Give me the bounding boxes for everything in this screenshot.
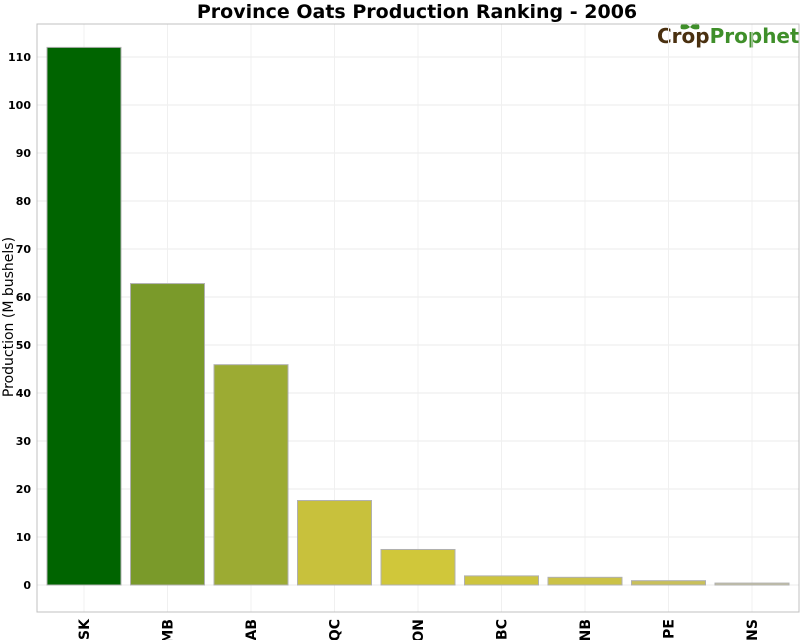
logo-sprout-icon	[680, 23, 700, 30]
bar-sk	[46, 46, 122, 586]
bar-qc	[297, 500, 372, 586]
bar-bc	[464, 575, 539, 586]
bar-nb	[547, 576, 623, 586]
y-tick-label: 100	[8, 99, 31, 112]
y-tick-label: 50	[16, 339, 32, 352]
x-tick-label-nb: NB	[578, 619, 594, 640]
y-tick-label: 110	[8, 51, 31, 64]
x-tick-label-ns: NS	[745, 619, 761, 640]
x-tick-label-pe: PE	[662, 619, 678, 639]
x-tick-label-sk: SK	[77, 618, 93, 640]
y-tick-label: 80	[16, 195, 32, 208]
y-tick-label: 90	[16, 147, 32, 160]
y-tick-label: 70	[16, 243, 32, 256]
y-axis-ticks: 0 10 20 30 40 50 60 70 80 90 100 110	[8, 51, 31, 592]
bar-pe	[631, 580, 706, 586]
bar-on	[380, 548, 456, 586]
x-tick-label-mb: MB	[161, 619, 177, 640]
x-tick-label-ab: AB	[244, 619, 260, 640]
y-axis-label: Production (M bushels)	[1, 237, 17, 397]
y-tick-label: 30	[16, 435, 32, 448]
y-tick-label: 60	[16, 291, 32, 304]
x-tick-label-qc: QC	[328, 619, 344, 640]
bars	[46, 46, 790, 586]
y-tick-label: 10	[16, 531, 32, 544]
chart-title: Province Oats Production Ranking - 2006	[197, 1, 637, 23]
bar-mb	[130, 283, 205, 586]
bar-ab	[213, 364, 289, 586]
y-tick-label: 20	[16, 483, 32, 496]
plot-frame	[36, 23, 800, 613]
cropprophet-logo: CropProphet	[657, 23, 800, 48]
bar-ns	[714, 582, 790, 586]
x-axis-ticks: SK MB AB QC ON BC NB PE NS	[77, 618, 761, 640]
y-tick-label: 40	[16, 387, 32, 400]
y-tick-label: 0	[23, 579, 31, 592]
svg-text:CropProphet: CropProphet	[657, 24, 800, 48]
x-tick-label-on: ON	[411, 619, 427, 640]
x-tick-label-bc: BC	[495, 619, 511, 640]
logo-text-prophet: Prophet	[710, 24, 800, 48]
